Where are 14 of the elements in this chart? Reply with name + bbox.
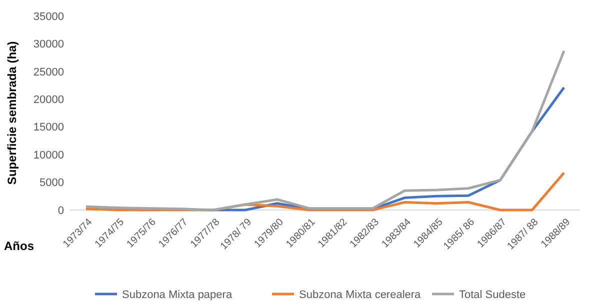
legend-label: Subzona Mixta papera [122,288,233,301]
line-series [84,50,566,212]
y-tick-label: 10000 [33,149,64,162]
y-tick-label: 5000 [40,177,64,190]
x-axis-title: Años [4,239,34,253]
y-tick-label: 25000 [33,66,64,78]
legend-label: Subzona Mixta cerealera [299,288,422,301]
y-tick-label: 20000 [33,94,64,106]
y-axis-title: Superficie sembrada (ha) [5,41,19,185]
y-tick-label: 0 [58,204,64,217]
y-tick-label: 30000 [33,38,64,51]
y-tick-label: 15000 [33,122,64,134]
legend-label: Total Sudeste [459,288,526,301]
y-tick-label: 35000 [33,10,64,23]
